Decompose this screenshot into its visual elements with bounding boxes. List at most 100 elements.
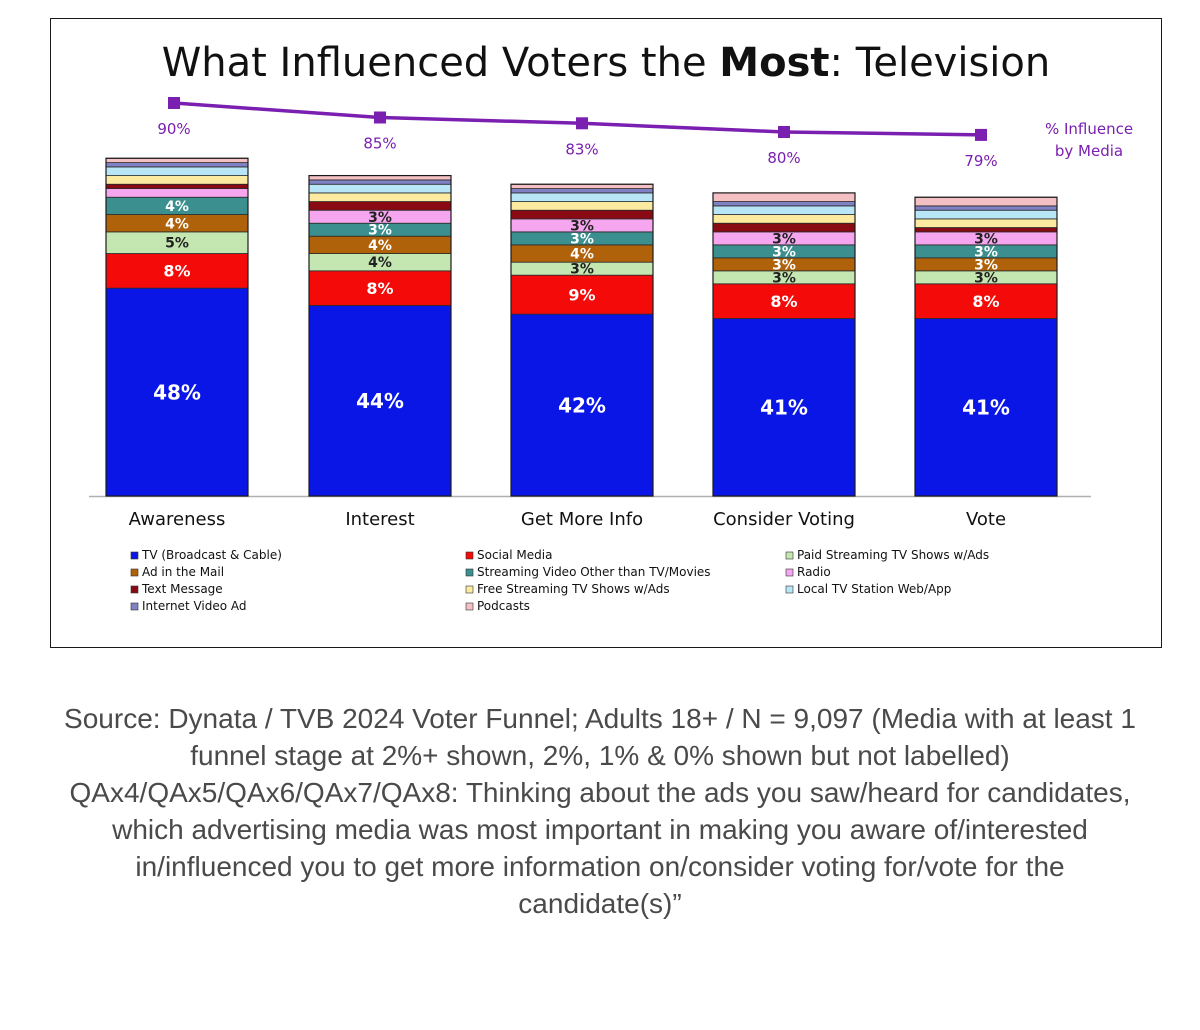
legend-item: Streaming Video Other than TV/Movies: [465, 565, 711, 579]
bar-segment: [510, 188, 654, 194]
bar-segment: [308, 201, 452, 211]
legend-swatch: [785, 551, 794, 560]
data-label: 48%: [153, 380, 201, 404]
bar-outline: [914, 196, 1058, 497]
bar-outline: [308, 174, 452, 497]
legend-item: Ad in the Mail: [130, 565, 224, 579]
data-label: 9%: [568, 285, 595, 304]
bar-outline: [105, 157, 249, 497]
legend-swatch: [465, 551, 474, 560]
bar-segment: [105, 166, 249, 176]
bar-segment: [510, 201, 654, 211]
legend-label: Ad in the Mail: [142, 565, 224, 579]
data-label: 3%: [570, 262, 594, 278]
data-label: 44%: [356, 389, 404, 413]
legend-item: Paid Streaming TV Shows w/Ads: [785, 548, 989, 562]
legend: TV (Broadcast & Cable) Social Media Paid S…: [130, 548, 989, 613]
bar-segment: [510, 192, 654, 202]
data-label: 4%: [165, 216, 189, 232]
data-label: 4%: [165, 199, 189, 215]
bar-segment: [105, 183, 249, 189]
chart-title: What Influenced Voters the Most: Televis…: [162, 40, 1051, 86]
bar-segment: [914, 196, 1058, 207]
influence-legend-label: % Influence: [1045, 120, 1133, 138]
legend-item: Social Media: [465, 548, 552, 562]
data-label: 3%: [772, 244, 796, 260]
bar-segment: [914, 227, 1058, 233]
bar-segment: [914, 209, 1058, 220]
title-part-1: What Influenced Voters the: [162, 40, 720, 86]
influence-value-label: 90%: [157, 120, 190, 138]
title-part-bold: Most: [719, 40, 829, 86]
category-label: Get More Info: [521, 509, 643, 530]
category-label: Consider Voting: [713, 509, 855, 530]
bar-segment: [712, 192, 856, 202]
bar-segment: [105, 188, 249, 198]
bar-segment: [914, 318, 1058, 497]
legend-label: Radio: [797, 565, 831, 579]
bar-segment: [510, 183, 654, 189]
legend-item: Podcasts: [465, 599, 530, 613]
legend-swatch: [785, 568, 794, 577]
legend-swatch: [130, 551, 139, 560]
data-label: 3%: [772, 270, 796, 286]
data-label: 41%: [962, 395, 1010, 419]
influence-marker: [168, 97, 180, 109]
legend-label: Free Streaming TV Shows w/Ads: [477, 582, 670, 596]
influence-legend-label: by Media: [1055, 142, 1123, 160]
legend-swatch: [130, 568, 139, 577]
data-label: 4%: [368, 238, 392, 254]
bar-stack-get-more-info: 42%9%3%4%3%3%: [510, 183, 654, 497]
influence-marker: [975, 128, 987, 141]
data-label: 41%: [760, 395, 808, 419]
bar-stack-consider-voting: 41%8%3%3%3%3%: [712, 192, 856, 497]
bar-segment: [712, 283, 856, 319]
legend-swatch: [785, 585, 794, 594]
data-label: 3%: [974, 244, 998, 260]
data-label: 42%: [558, 393, 606, 417]
bar-outline: [510, 183, 654, 497]
data-label: 3%: [368, 223, 392, 239]
legend-item: TV (Broadcast & Cable): [130, 548, 282, 562]
bar-segment: [105, 175, 249, 185]
influence-value-label: 80%: [767, 149, 800, 167]
legend-item: Free Streaming TV Shows w/Ads: [465, 582, 670, 596]
bar-outline: [712, 192, 856, 497]
influence-marker: [374, 111, 386, 124]
data-label: 3%: [974, 231, 998, 247]
bar-segment: [712, 318, 856, 497]
data-label: 8%: [163, 262, 190, 281]
influence-marker: [576, 117, 588, 130]
category-label: Vote: [966, 509, 1006, 530]
bar-segment: [308, 175, 452, 181]
data-label: 8%: [972, 292, 999, 311]
bar-segment: [914, 283, 1058, 319]
bar-segment: [105, 157, 249, 163]
legend-item: Radio: [785, 565, 831, 579]
category-label: Awareness: [129, 509, 226, 530]
legend-label: TV (Broadcast & Cable): [141, 548, 282, 562]
legend-item: Local TV Station Web/App: [785, 582, 951, 596]
bar-stack-vote: 41%8%3%3%3%3%: [914, 196, 1058, 497]
bar-segment: [308, 179, 452, 185]
bar-segment: [712, 214, 856, 224]
stacked-bar-chart: What Influenced Voters the Most: Televis…: [89, 40, 1133, 613]
legend-swatch: [465, 602, 474, 611]
influence-value-label: 85%: [363, 135, 396, 153]
data-label: 3%: [570, 231, 594, 247]
bar-segment: [105, 253, 249, 289]
bar-stack-interest: 44%8%4%4%3%3%: [308, 174, 452, 497]
legend-swatch: [130, 585, 139, 594]
data-label: 3%: [772, 257, 796, 273]
bar-segment: [308, 270, 452, 306]
data-label: 3%: [772, 231, 796, 247]
plot-area: 48%8%5%4%4%Awareness44%8%4%4%3%3%Interes…: [89, 97, 1133, 530]
legend-label: Podcasts: [477, 599, 530, 613]
data-label: 4%: [570, 247, 594, 263]
data-label: 3%: [368, 210, 392, 226]
bar-segment: [105, 162, 249, 168]
category-label: Interest: [345, 509, 414, 530]
data-label: 5%: [165, 236, 189, 252]
legend-label: Internet Video Ad: [142, 599, 247, 613]
legend-item: Internet Video Ad: [130, 599, 247, 613]
